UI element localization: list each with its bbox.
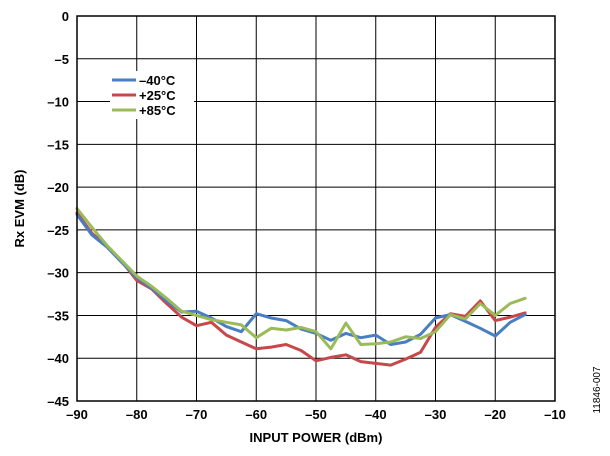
x-tick-label: –80	[126, 407, 148, 422]
legend-label: +25°C	[139, 88, 176, 103]
legend-label: +85°C	[139, 103, 176, 118]
plot-frame	[76, 15, 556, 402]
y-tick-label: –10	[47, 95, 69, 110]
series-layer	[75, 207, 527, 367]
series-line	[75, 211, 527, 367]
y-tick-label: –15	[47, 137, 69, 152]
y-tick-label: 0	[62, 9, 69, 24]
x-tick-label: –20	[484, 407, 506, 422]
x-tick-label: –30	[425, 407, 447, 422]
y-tick-labels: 0 –5 –10 –15 –20 –25 –30 –35 –40 –45	[47, 9, 69, 409]
x-tick-label: –40	[365, 407, 387, 422]
y-tick-label: –40	[47, 351, 69, 366]
figure-id: 11846-007	[592, 366, 603, 414]
y-tick-label: –30	[47, 266, 69, 281]
y-tick-label: –35	[47, 308, 69, 323]
x-axis-title: INPUT POWER (dBm)	[250, 430, 383, 445]
y-tick-label: –5	[55, 52, 69, 67]
x-tick-labels: –90 –80 –70 –60 –50 –40 –30 –20 –10	[66, 407, 566, 422]
x-tick-label: –50	[305, 407, 327, 422]
y-axis-title: Rx EVM (dB)	[12, 170, 27, 248]
x-tick-label: –90	[66, 407, 88, 422]
y-tick-label: –25	[47, 223, 69, 238]
x-tick-label: –60	[245, 407, 267, 422]
x-tick-label: –10	[544, 407, 566, 422]
legend-label: –40°C	[139, 73, 176, 88]
y-tick-label: –20	[47, 180, 69, 195]
y-tick-label: –45	[47, 394, 69, 409]
series-line	[75, 207, 527, 351]
x-tick-label: –70	[186, 407, 208, 422]
legend: –40°C+25°C+85°C	[110, 71, 194, 119]
